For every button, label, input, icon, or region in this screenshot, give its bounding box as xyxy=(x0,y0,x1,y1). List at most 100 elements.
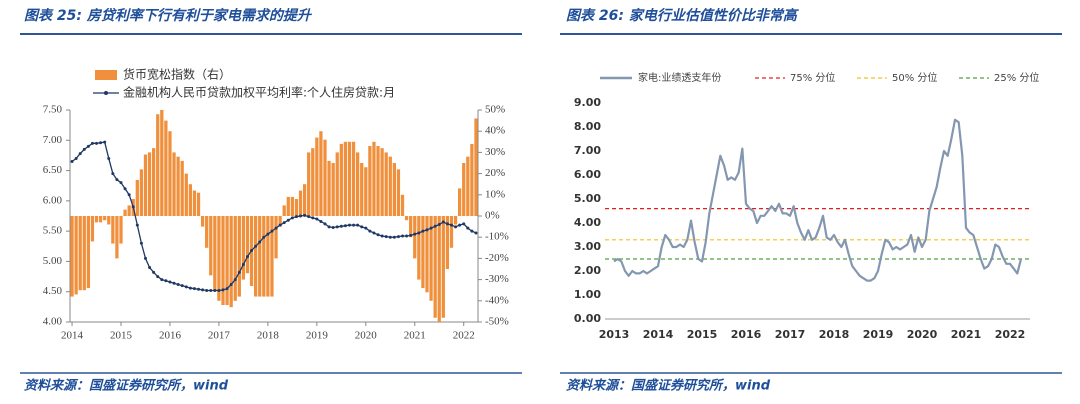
chart-title: 图表 26: 家电行业估值性价比非常高 xyxy=(566,7,800,24)
bar xyxy=(290,196,294,216)
bar xyxy=(429,216,433,301)
bar xyxy=(327,160,331,216)
line-marker xyxy=(388,235,392,239)
x-tick-label: 2021 xyxy=(951,328,982,341)
bar xyxy=(433,216,437,318)
line-marker xyxy=(441,220,445,224)
line-marker xyxy=(384,235,388,239)
bar xyxy=(86,216,90,289)
bar xyxy=(388,156,392,216)
bar xyxy=(119,216,123,244)
bar xyxy=(360,163,364,216)
line-marker xyxy=(266,232,270,236)
bar xyxy=(437,216,441,322)
line-marker xyxy=(217,289,221,293)
bar xyxy=(270,216,274,297)
bar xyxy=(217,216,221,301)
bar xyxy=(70,216,74,297)
x-tick-label: 2019 xyxy=(306,330,329,342)
x-tick-label: 2017 xyxy=(775,328,806,341)
bar xyxy=(294,199,299,216)
x-tick-label: 2015 xyxy=(110,330,133,342)
bar xyxy=(466,156,470,216)
line-marker xyxy=(107,156,111,160)
line-marker xyxy=(368,229,372,233)
line-marker xyxy=(188,286,192,290)
bar xyxy=(319,131,323,216)
line-marker xyxy=(299,214,303,218)
bar xyxy=(176,156,180,216)
bar xyxy=(254,216,258,297)
line-marker xyxy=(364,226,368,230)
y-tick-label: 3.00 xyxy=(574,240,601,253)
y-tick-label: 5.50 xyxy=(43,225,63,237)
bar xyxy=(462,163,466,216)
x-tick-label: 2021 xyxy=(404,330,426,342)
line xyxy=(71,141,477,292)
y-tick-label: 6.00 xyxy=(43,194,63,206)
bar xyxy=(103,216,107,221)
line-marker xyxy=(127,193,131,197)
bar xyxy=(396,169,401,216)
y-tick-label: 7.00 xyxy=(43,134,63,146)
legend-label: 75% 分位 xyxy=(790,71,835,84)
bar xyxy=(413,216,417,259)
line-marker xyxy=(380,234,384,238)
line-marker xyxy=(180,284,184,288)
y-tick-label: 6.00 xyxy=(574,168,601,181)
bar xyxy=(266,216,270,297)
y-tick-label: 4.00 xyxy=(574,216,601,229)
bar xyxy=(376,146,380,216)
bar xyxy=(225,216,229,306)
y-tick-label: 4.50 xyxy=(43,285,63,297)
bar xyxy=(98,216,103,223)
bar xyxy=(449,216,454,248)
line-marker xyxy=(449,223,453,227)
bar xyxy=(82,216,86,291)
line-marker xyxy=(221,288,225,292)
bar xyxy=(302,184,307,216)
bar xyxy=(421,216,425,289)
bar xyxy=(115,216,119,259)
legend-label: 家电:业绩透支年份 xyxy=(638,71,721,84)
x-tick-label: 2022 xyxy=(453,330,475,342)
line-marker xyxy=(95,141,99,145)
line-marker xyxy=(74,156,78,160)
line-marker xyxy=(237,270,241,274)
line-marker xyxy=(245,255,249,259)
x-tick-label: 2020 xyxy=(907,328,938,341)
line-marker xyxy=(372,231,376,235)
line-marker xyxy=(315,217,319,221)
line-marker xyxy=(152,270,156,274)
legend-label: 50% 分位 xyxy=(892,71,937,84)
line-marker xyxy=(376,233,380,237)
line-marker xyxy=(99,141,103,145)
line-marker xyxy=(70,159,74,163)
line-marker xyxy=(86,144,90,148)
line-marker xyxy=(356,223,360,227)
line-marker xyxy=(421,229,425,233)
bar xyxy=(245,216,250,274)
line-marker xyxy=(229,282,233,286)
bar xyxy=(147,152,152,216)
bar xyxy=(90,216,95,242)
line-marker xyxy=(225,287,229,291)
y2-tick-label: -50% xyxy=(485,316,509,328)
bar xyxy=(74,216,78,295)
legend-label: 金融机构人民币贷款加权平均利率:个人住房贷款:月 xyxy=(123,85,395,100)
line-marker xyxy=(278,223,282,227)
line-marker xyxy=(201,288,205,292)
bar xyxy=(184,173,188,216)
bar xyxy=(335,152,339,216)
x-tick-label: 2015 xyxy=(687,328,718,341)
line-marker xyxy=(135,223,139,227)
y-tick-label: 6.50 xyxy=(43,164,63,176)
y-tick-label: 9.00 xyxy=(574,96,601,109)
bar xyxy=(188,184,192,216)
y-tick-label: 7.50 xyxy=(43,104,63,116)
line-marker xyxy=(262,235,266,239)
bar xyxy=(392,163,396,216)
line-marker xyxy=(454,225,458,229)
bar xyxy=(384,152,388,216)
bar xyxy=(229,216,233,308)
